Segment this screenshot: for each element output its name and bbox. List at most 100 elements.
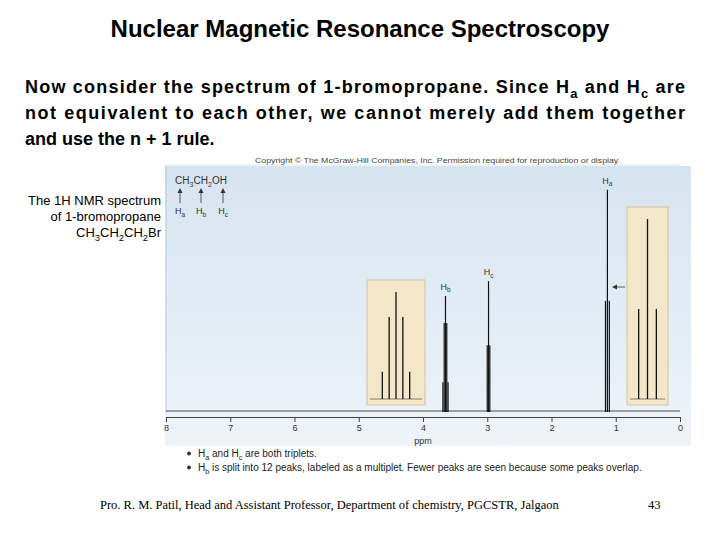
bullet: [187, 452, 191, 456]
text-run: CH: [124, 225, 143, 240]
tick: 4: [421, 417, 426, 433]
tick-label: 4: [421, 423, 426, 433]
peak: [487, 345, 488, 412]
peak-label: Ha: [602, 176, 613, 188]
structure: CH3CH2OH: [175, 175, 227, 189]
peak: [605, 301, 606, 412]
inset-arrow: [616, 287, 625, 288]
tick-mark: [552, 417, 553, 422]
subscript: a: [181, 211, 185, 218]
tick: 2: [549, 417, 554, 433]
text-run: are: [649, 77, 685, 97]
inset-box: [627, 207, 668, 405]
text-run: CH: [193, 175, 207, 186]
tick: 0: [678, 417, 683, 433]
caption-line: of 1-bromopropane: [50, 209, 161, 224]
arrowhead: [199, 188, 204, 193]
tick: 5: [357, 417, 362, 433]
tick: 1: [614, 417, 619, 433]
copyright: Copyright © The McGraw-Hill Companies, I…: [255, 157, 620, 165]
tick: 3: [485, 417, 490, 433]
axis-line: [167, 418, 681, 423]
tick: 8: [164, 417, 169, 433]
structure-label: Ha: [175, 206, 186, 218]
inset-peak: [382, 372, 383, 399]
text-run: CH: [100, 225, 119, 240]
subscript: a: [570, 86, 578, 101]
text-run: is split into 12 peaks, labeled as a mul…: [209, 462, 641, 473]
caption-line: CH3CH2CH2Br: [76, 225, 162, 243]
subscript: c: [641, 86, 648, 101]
subscript: c: [225, 211, 229, 218]
tick-mark: [295, 417, 296, 422]
x-axis-title: ppm: [414, 436, 432, 446]
peak-label: Hb: [440, 282, 451, 294]
text-run: Now consider the spectrum of 1-bromoprop…: [25, 77, 569, 97]
inset-box: [367, 280, 425, 405]
arrowhead: [612, 285, 617, 290]
text-run: H: [198, 448, 205, 459]
tick: 7: [228, 417, 233, 433]
inset-peak: [638, 309, 639, 399]
text-run: The 1H NMR spectrum: [28, 193, 161, 208]
text-run: H: [198, 462, 205, 473]
text-run: and H: [579, 77, 640, 97]
tick-label: 7: [228, 423, 233, 433]
inset-peak: [395, 292, 396, 399]
slide-title: Nuclear Magnetic Resonance Spectroscopy: [111, 15, 610, 42]
page-number: 43: [648, 498, 661, 512]
tick-label: 2: [549, 423, 554, 433]
bullet: [187, 466, 191, 470]
inset-peak: [647, 219, 648, 399]
tick-label: 1: [614, 423, 619, 433]
peak: [444, 323, 445, 412]
text-run: of 1-bromopropane: [50, 209, 161, 224]
tick-label: 0: [678, 423, 683, 433]
tick-label: 3: [485, 423, 490, 433]
paragraph-line: and use the n + 1 rule.: [25, 129, 215, 149]
peak: [609, 301, 610, 412]
caption-line: The 1H NMR spectrum: [28, 193, 161, 208]
structure-label: Hc: [218, 206, 229, 218]
arrowhead: [178, 188, 183, 193]
inset-peak: [389, 317, 390, 399]
tick: 6: [292, 417, 297, 433]
tick-mark: [166, 417, 167, 422]
tick-mark: [680, 417, 681, 422]
plot-frame-top: [166, 165, 680, 166]
figure-background: [165, 166, 691, 446]
paragraph-line: not equivalent to each other, we cannot …: [25, 103, 685, 123]
text-run: CH: [76, 225, 95, 240]
tick-label: 5: [357, 423, 362, 433]
tick-mark: [423, 417, 424, 422]
tick-mark: [487, 417, 488, 422]
peak: [445, 296, 446, 412]
peak: [489, 345, 490, 412]
tick-label: 6: [292, 423, 297, 433]
peak: [488, 281, 489, 412]
slide: Nuclear Magnetic Resonance Spectroscopy N…: [0, 0, 720, 540]
plot-area: [166, 190, 680, 412]
tick-mark: [359, 417, 360, 422]
paragraph-line: Now consider the spectrum of 1-bromoprop…: [25, 77, 685, 101]
baseline: [166, 411, 680, 412]
text-run: CH: [175, 175, 189, 186]
text-run: and H: [209, 448, 238, 459]
inset-peak: [409, 372, 410, 399]
tick-mark: [230, 417, 231, 422]
text-run: not equivalent to each other, we cannot …: [25, 103, 685, 123]
bullet-text: Ha and Hc are both triplets.: [198, 448, 317, 462]
bullet-text: Hb is split into 12 peaks, labeled as a …: [198, 462, 642, 476]
text-run: OH: [212, 175, 227, 186]
peak: [447, 382, 448, 412]
subscript: b: [202, 211, 206, 218]
tick-mark: [616, 417, 617, 422]
text-run: and use the n + 1 rule.: [25, 129, 215, 149]
peak: [607, 190, 608, 412]
peak: [442, 382, 443, 412]
inset-peak: [402, 317, 403, 399]
arrowhead: [221, 188, 226, 193]
background: [0, 0, 720, 540]
x-axis: 8 7 6 5 4 3 2 1 0: [164, 417, 683, 433]
text-run: are both triplets.: [242, 448, 316, 459]
